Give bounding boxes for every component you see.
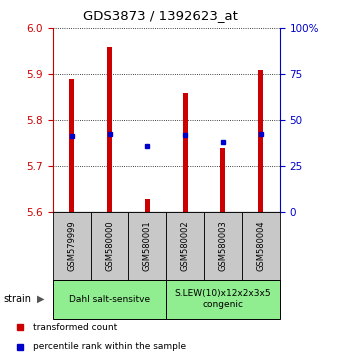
- Bar: [183, 93, 188, 212]
- Bar: [242, 212, 280, 280]
- Bar: [145, 199, 150, 212]
- Text: S.LEW(10)x12x2x3x5
congenic: S.LEW(10)x12x2x3x5 congenic: [175, 290, 271, 309]
- Text: ▶: ▶: [37, 294, 44, 304]
- Bar: [129, 212, 166, 280]
- Bar: [204, 212, 242, 280]
- Text: GSM580004: GSM580004: [256, 221, 265, 272]
- Text: GSM580003: GSM580003: [219, 221, 227, 272]
- Bar: [258, 70, 263, 212]
- Text: transformed count: transformed count: [33, 323, 117, 332]
- Text: GSM579999: GSM579999: [67, 221, 76, 272]
- Text: GSM580002: GSM580002: [181, 221, 190, 272]
- Bar: [166, 280, 280, 319]
- Text: Dahl salt-sensitve: Dahl salt-sensitve: [69, 295, 150, 304]
- Text: GDS3873 / 1392623_at: GDS3873 / 1392623_at: [83, 9, 238, 22]
- Bar: [91, 212, 129, 280]
- Bar: [221, 148, 225, 212]
- Text: percentile rank within the sample: percentile rank within the sample: [33, 342, 186, 352]
- Bar: [69, 79, 74, 212]
- Bar: [166, 212, 204, 280]
- Bar: [53, 280, 166, 319]
- Text: strain: strain: [3, 294, 31, 304]
- Text: GSM580001: GSM580001: [143, 221, 152, 272]
- Text: GSM580000: GSM580000: [105, 221, 114, 272]
- Bar: [53, 212, 91, 280]
- Bar: [107, 47, 112, 212]
